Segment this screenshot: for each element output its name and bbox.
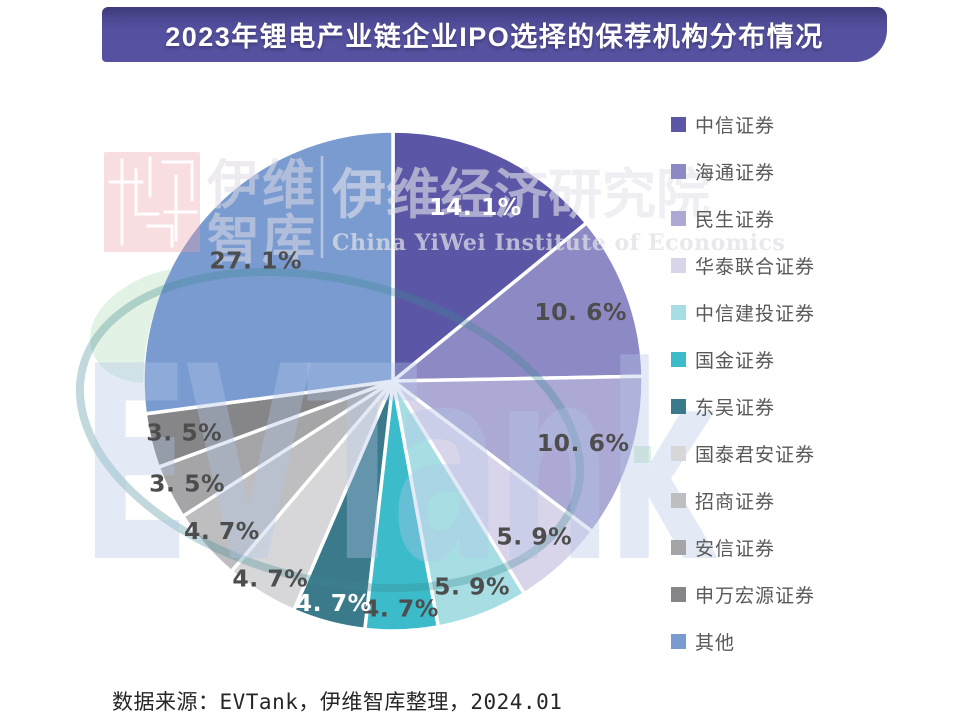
pie-label-11: 3. 5% bbox=[146, 419, 222, 447]
chart-title: 2023年锂电产业链企业IPO选择的保荐机构分布情况 bbox=[165, 22, 824, 52]
pie-slice-2 bbox=[391, 221, 645, 383]
legend-item-5: 中信建投证券 bbox=[671, 300, 816, 325]
green-accent-square bbox=[634, 446, 651, 463]
legend-item-9: 招商证券 bbox=[671, 488, 815, 513]
pie-slices bbox=[141, 129, 645, 633]
pie-label-10: 3. 5% bbox=[149, 470, 225, 498]
legend-swatch bbox=[671, 633, 686, 649]
pie-label-5: 5. 9% bbox=[434, 572, 510, 600]
pie-label-9: 4. 7% bbox=[184, 517, 260, 545]
legend-label: 中信证券 bbox=[695, 115, 776, 137]
legend-label: 国金证券 bbox=[695, 350, 776, 372]
pie-label-6: 4. 7% bbox=[363, 594, 439, 622]
swoosh-ellipse bbox=[75, 267, 585, 593]
watermark-zhiku-line1: 伊维 bbox=[206, 155, 317, 216]
legend-item-8: 国泰君安证券 bbox=[671, 441, 816, 466]
legend-label: 招商证券 bbox=[695, 491, 776, 513]
legend-label: 海通证券 bbox=[695, 162, 776, 184]
legend-item-10: 安信证券 bbox=[671, 535, 815, 560]
watermark-evtank: EVTank bbox=[80, 310, 718, 622]
pie-slice-3 bbox=[391, 374, 645, 534]
watermark-institute-cn: 伊维经济研究院 bbox=[331, 163, 710, 226]
legend-label: 申万宏源证券 bbox=[695, 585, 816, 607]
legend-swatch bbox=[671, 586, 686, 602]
legend-item-4: 华泰联合证券 bbox=[671, 253, 816, 278]
pie-label-3: 10. 6% bbox=[537, 429, 630, 457]
pie-slice-1 bbox=[391, 129, 589, 383]
legend-swatch bbox=[671, 257, 686, 273]
legend: 中信证券海通证券民生证券华泰联合证券 中信建投证券 国金证券东吴证券国泰君安证券 招商… bbox=[671, 112, 816, 654]
watermark-institute-en: China YiWei Institute of Economics bbox=[332, 230, 785, 256]
legend-swatch bbox=[671, 163, 686, 179]
watermark-zhiku-line2: 智库 bbox=[207, 210, 317, 271]
legend-item-3: 民生证券 bbox=[671, 206, 815, 231]
pie-label-2: 10. 6% bbox=[534, 298, 627, 326]
legend-item-11: 申万宏源证券 bbox=[671, 582, 816, 607]
legend-label: 安信证券 bbox=[695, 538, 776, 560]
legend-swatch bbox=[671, 304, 686, 320]
pie-label-4: 5. 9% bbox=[496, 522, 572, 550]
legend-item-12: 其他 bbox=[671, 629, 815, 654]
yiwei-seal-logo bbox=[104, 152, 200, 252]
title-banner: 2023年锂电产业链企业IPO选择的保荐机构分布情况 bbox=[102, 7, 887, 62]
legend-label: 华泰联合证券 bbox=[695, 256, 816, 278]
legend-swatch bbox=[671, 445, 686, 461]
legend-label: 中信建投证券 bbox=[695, 303, 816, 325]
legend-label: 民生证券 bbox=[695, 209, 776, 231]
legend-swatch bbox=[671, 492, 686, 508]
pie-label-8: 4. 7% bbox=[232, 565, 308, 593]
legend-item-7: 东吴证券 bbox=[671, 394, 815, 419]
legend-swatch bbox=[671, 351, 686, 367]
legend-swatch bbox=[671, 116, 686, 132]
legend-item-1: 中信证券 bbox=[671, 112, 815, 137]
swoosh-crescent bbox=[90, 269, 172, 383]
pie-labels: 14. 1%10. 6%10. 6%5. 9%5. 9%4. 7%4. 7%4.… bbox=[146, 193, 629, 622]
watermark-layer: 伊维 智库 伊维经济研究院 China YiWei Institute of E… bbox=[75, 152, 785, 622]
legend-swatch bbox=[671, 210, 686, 226]
pie-label-12: 27. 1% bbox=[209, 247, 302, 275]
legend-swatch bbox=[671, 539, 686, 555]
legend-label: 其他 bbox=[695, 632, 736, 654]
legend-swatch bbox=[671, 398, 686, 414]
legend-item-6: 国金证券 bbox=[671, 347, 815, 372]
legend-label: 东吴证券 bbox=[695, 397, 776, 419]
pie-label-1: 14. 1% bbox=[429, 193, 522, 221]
pie-label-7: 4. 7% bbox=[296, 589, 372, 617]
legend-item-2: 海通证券 bbox=[671, 159, 815, 184]
legend-label: 国泰君安证券 bbox=[695, 444, 816, 466]
source-note: 数据来源：EVTank，伊维智库整理，2024.01 bbox=[112, 690, 563, 714]
